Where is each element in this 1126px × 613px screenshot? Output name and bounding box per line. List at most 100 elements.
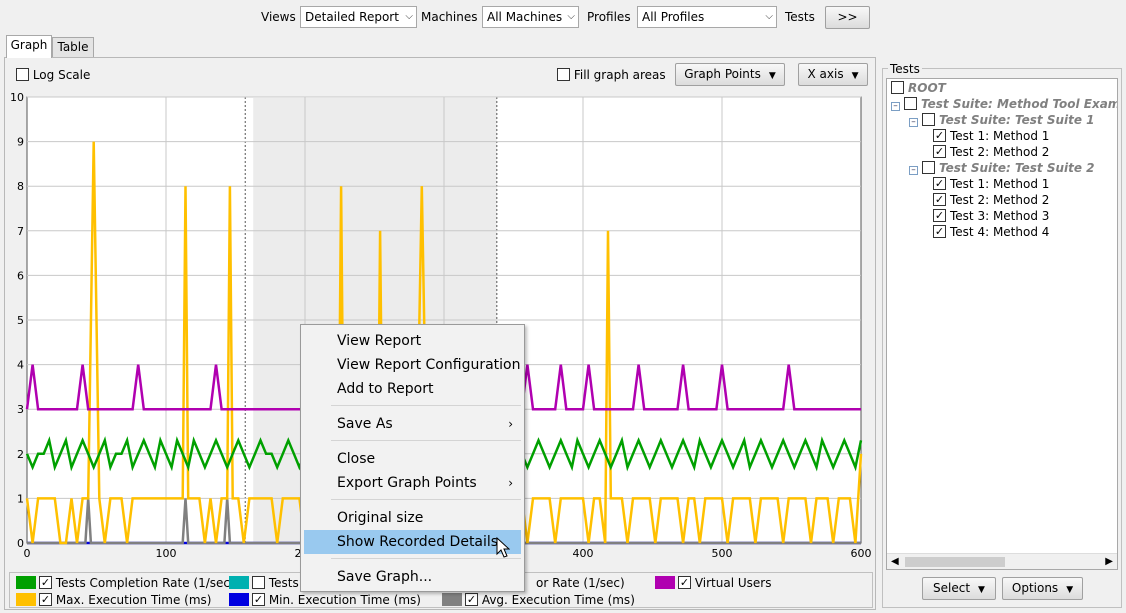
tests-label: Tests xyxy=(785,10,815,24)
menu-item-close[interactable]: Close xyxy=(337,451,376,467)
chevron-down-icon: ⌵ xyxy=(765,11,773,22)
fill-areas-label: Fill graph areas xyxy=(573,68,666,82)
log-scale-option[interactable]: Log Scale xyxy=(16,67,90,83)
menu-separator xyxy=(331,558,521,559)
legend-checkbox[interactable] xyxy=(465,593,478,606)
legend-item-virtual-users[interactable]: Virtual Users xyxy=(655,576,771,590)
legend-label: Virtual Users xyxy=(694,576,772,590)
log-scale-label: Log Scale xyxy=(32,68,91,82)
chevron-down-icon: ▼ xyxy=(978,585,985,595)
legend-item-error-rate[interactable]: or Rate (1/sec) xyxy=(536,576,625,590)
tree-node-label: Test 3: Method 3 xyxy=(950,209,1050,223)
scrollbar-thumb[interactable] xyxy=(905,557,1005,567)
tree-node-test[interactable]: Test 4: Method 4 xyxy=(933,225,1049,240)
x-axis-button[interactable]: X axis ▼ xyxy=(798,63,868,86)
legend-swatch xyxy=(16,593,36,606)
legend-checkbox[interactable] xyxy=(252,576,265,589)
series-line xyxy=(27,498,861,545)
tree-checkbox[interactable] xyxy=(922,113,935,126)
collapse-icon[interactable]: – xyxy=(909,118,918,127)
tree-node-test[interactable]: Test 1: Method 1 xyxy=(933,129,1049,144)
tree-checkbox[interactable] xyxy=(904,97,917,110)
fill-areas-option[interactable]: Fill graph areas xyxy=(557,67,666,83)
legend-swatch xyxy=(229,576,249,589)
chevron-down-icon: ▼ xyxy=(768,71,776,81)
menu-item-view-report[interactable]: View Report xyxy=(337,333,422,349)
legend-label: Tests xyxy=(268,576,299,590)
legend-checkbox[interactable] xyxy=(252,593,265,606)
tree-checkbox[interactable] xyxy=(922,161,935,174)
graph-points-button[interactable]: Graph Points ▼ xyxy=(675,63,785,86)
legend-item-tests[interactable]: Tests xyxy=(229,576,299,590)
tree-checkbox[interactable] xyxy=(933,129,946,142)
tree-node-test[interactable]: Test 3: Method 3 xyxy=(933,209,1049,224)
chevron-down-icon: ▼ xyxy=(1066,585,1074,595)
options-button[interactable]: Options ▼ xyxy=(1002,577,1083,600)
tests-panel-title: Tests xyxy=(888,61,922,77)
tree-node-label: Test Suite: Test Suite 1 xyxy=(939,113,1095,127)
menu-item-save-as[interactable]: Save As › xyxy=(304,412,521,436)
machines-select[interactable]: All Machines ⌵ xyxy=(482,6,579,28)
tree-node-label: Test 4: Method 4 xyxy=(950,225,1050,239)
tree-node-sub-suite-1[interactable]: – Test Suite: Test Suite 1 xyxy=(909,113,1095,128)
menu-separator xyxy=(331,405,521,406)
collapse-icon[interactable]: – xyxy=(891,102,900,111)
scroll-right-icon[interactable]: ▶ xyxy=(1105,556,1113,567)
menu-item-original-size[interactable]: Original size xyxy=(337,510,424,526)
menu-item-export-graph-points[interactable]: Export Graph Points › xyxy=(304,471,521,495)
y-tick-label: 7 xyxy=(17,225,24,238)
tests-tree: ROOT –Test Suite: Method Tool Example –T… xyxy=(886,78,1118,570)
views-label: Views xyxy=(261,10,296,24)
legend-checkbox[interactable] xyxy=(678,576,691,589)
tab-graph[interactable]: Graph xyxy=(6,35,52,58)
profiles-select-value: All Profiles xyxy=(642,10,705,24)
tree-node-sub-suite-2[interactable]: – Test Suite: Test Suite 2 xyxy=(909,161,1095,176)
views-select[interactable]: Detailed Report ⌵ xyxy=(300,6,417,28)
legend-item-max-exec[interactable]: Max. Execution Time (ms) xyxy=(16,593,211,607)
legend-item-avg-exec[interactable]: Avg. Execution Time (ms) xyxy=(442,593,635,607)
select-button[interactable]: Select ▼ xyxy=(922,577,996,600)
tests-expand-button[interactable]: >> xyxy=(825,6,870,29)
horizontal-scrollbar[interactable]: ◀ ▶ xyxy=(887,553,1117,569)
fill-areas-checkbox[interactable] xyxy=(557,68,570,81)
menu-separator xyxy=(331,440,521,441)
legend-item-completion-rate[interactable]: Tests Completion Rate (1/sec) xyxy=(16,576,235,590)
graph-points-label: Graph Points xyxy=(684,67,761,81)
tree-checkbox[interactable] xyxy=(891,81,904,94)
menu-item-save-graph[interactable]: Save Graph... xyxy=(337,569,433,585)
y-tick-label: 6 xyxy=(17,269,24,282)
tree-checkbox[interactable] xyxy=(933,177,946,190)
select-button-label: Select xyxy=(933,581,971,595)
y-tick-label: 10 xyxy=(10,91,24,104)
tree-node-root[interactable]: ROOT xyxy=(891,81,946,96)
y-tick-label: 8 xyxy=(17,180,24,193)
tab-table[interactable]: Table xyxy=(52,37,94,58)
tree-node-test[interactable]: Test 1: Method 1 xyxy=(933,177,1049,192)
tree-node-test[interactable]: Test 2: Method 2 xyxy=(933,145,1049,160)
legend-swatch xyxy=(229,593,249,606)
scroll-left-icon[interactable]: ◀ xyxy=(891,556,899,567)
menu-item-add-to-report[interactable]: Add to Report xyxy=(337,381,434,397)
tree-node-label: ROOT xyxy=(908,81,946,95)
mouse-cursor-icon xyxy=(496,537,510,558)
log-scale-checkbox[interactable] xyxy=(16,68,29,81)
tree-checkbox[interactable] xyxy=(933,193,946,206)
legend-checkbox[interactable] xyxy=(39,593,52,606)
y-tick-label: 9 xyxy=(17,136,24,149)
legend-checkbox[interactable] xyxy=(39,576,52,589)
tree-checkbox[interactable] xyxy=(933,145,946,158)
menu-item-show-recorded-details[interactable]: Show Recorded Details xyxy=(304,530,521,554)
tree-checkbox[interactable] xyxy=(933,209,946,222)
legend-swatch xyxy=(16,576,36,589)
collapse-icon[interactable]: – xyxy=(909,166,918,175)
chevron-down-icon: ⌵ xyxy=(405,11,413,22)
tree-node-suite[interactable]: – Test Suite: Method Tool Example xyxy=(891,97,1117,112)
menu-item-view-report-configuration[interactable]: View Report Configuration xyxy=(337,357,521,373)
tree-checkbox[interactable] xyxy=(933,225,946,238)
legend-label: or Rate (1/sec) xyxy=(536,576,625,590)
legend-item-min-exec[interactable]: Min. Execution Time (ms) xyxy=(229,593,421,607)
tree-node-test[interactable]: Test 2: Method 2 xyxy=(933,193,1049,208)
legend-label: Max. Execution Time (ms) xyxy=(55,593,212,607)
profiles-select[interactable]: All Profiles ⌵ xyxy=(637,6,777,28)
tree-node-label: Test 2: Method 2 xyxy=(950,145,1050,159)
